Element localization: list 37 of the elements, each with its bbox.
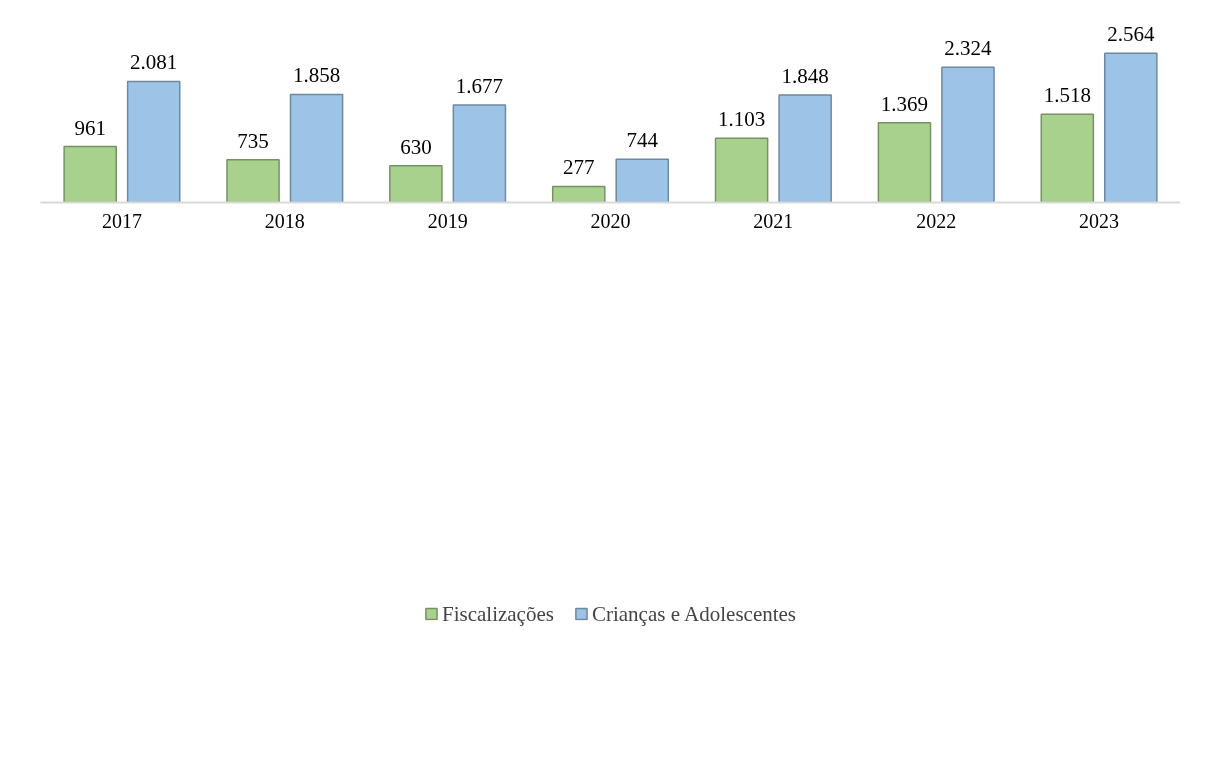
- bar: [941, 66, 995, 203]
- x-tick-label: 2018: [264, 209, 305, 232]
- bar: [452, 104, 507, 203]
- bar: [226, 158, 280, 203]
- data-label: 1.369: [880, 91, 929, 116]
- bar: [126, 80, 181, 203]
- bar: [63, 145, 117, 203]
- data-label: 961: [74, 115, 106, 140]
- data-label: 1.848: [781, 63, 829, 88]
- data-label: 1.858: [292, 63, 341, 88]
- legend-label: Crianças e Adolescentes: [591, 601, 797, 627]
- data-label: 277: [562, 155, 595, 180]
- bar: [714, 137, 769, 203]
- data-label: 735: [237, 128, 269, 153]
- bar: [1104, 52, 1158, 203]
- x-tick-label: 2021: [753, 209, 794, 232]
- data-label: 2.564: [1107, 22, 1155, 47]
- bar: [615, 158, 670, 203]
- data-label: 744: [626, 128, 659, 153]
- bar: [551, 185, 606, 203]
- data-label: 2.081: [130, 50, 178, 75]
- x-tick-label: 2022: [916, 209, 957, 232]
- bar: [1040, 113, 1095, 203]
- x-tick-label: 2020: [590, 209, 631, 232]
- bar: [877, 122, 932, 203]
- data-label: 1.518: [1043, 83, 1091, 108]
- x-tick-label: 2017: [101, 209, 142, 232]
- legend-label: Fiscalizações: [441, 601, 554, 627]
- bar: [778, 94, 832, 203]
- bar: [389, 165, 443, 203]
- x-tick-label: 2023: [1079, 209, 1120, 232]
- bar: [289, 93, 344, 203]
- data-label: 2.324: [944, 36, 993, 61]
- data-label: 630: [400, 134, 432, 159]
- data-label: 1.677: [455, 73, 504, 98]
- data-label: 1.103: [717, 107, 766, 132]
- x-tick-label: 2019: [427, 209, 468, 232]
